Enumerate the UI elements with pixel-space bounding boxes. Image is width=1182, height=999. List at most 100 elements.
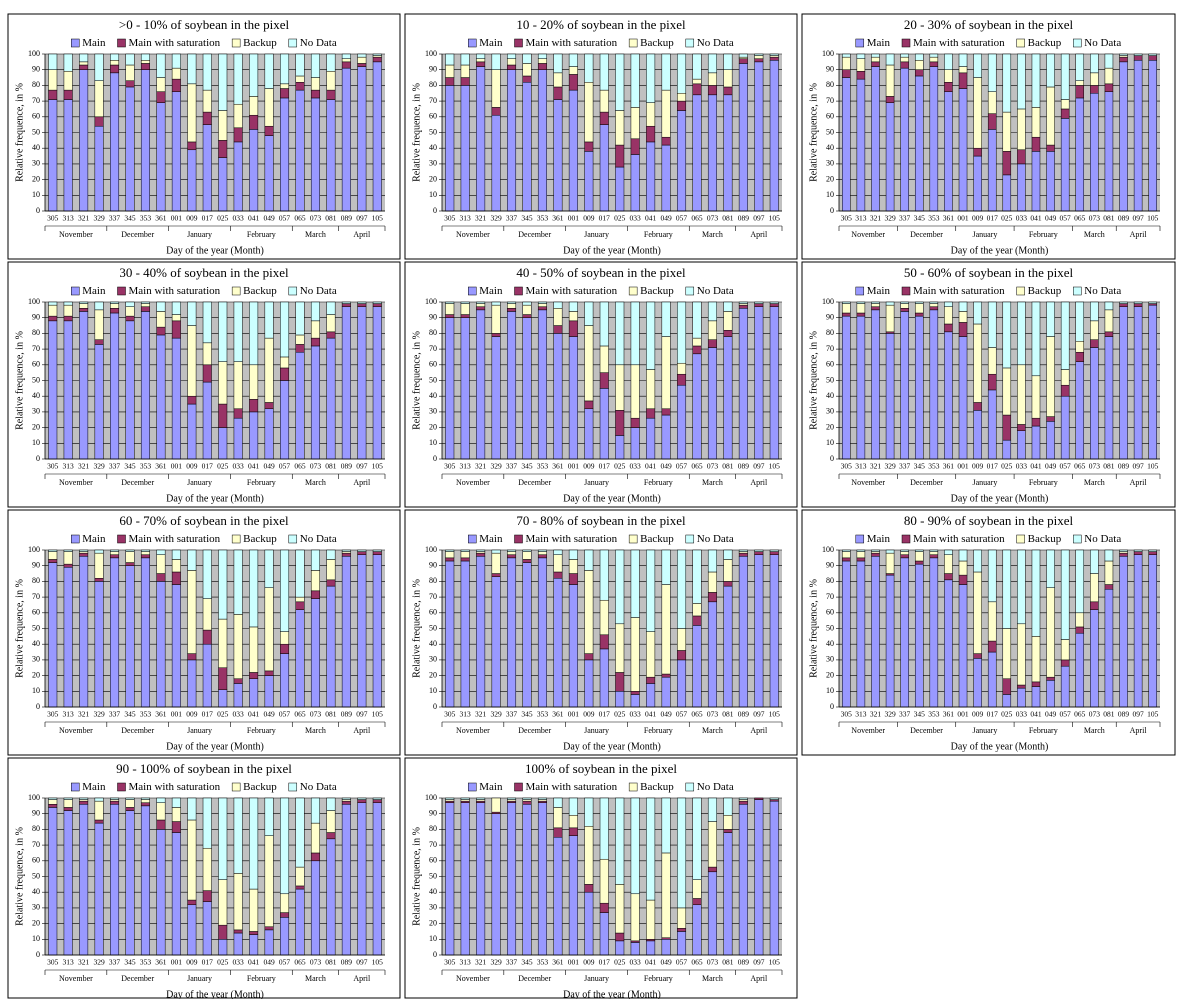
bar-segment — [944, 306, 953, 325]
bar-segment — [1075, 85, 1085, 99]
month-label: December — [518, 478, 551, 487]
bar-segment — [553, 837, 563, 956]
bar-segment — [94, 822, 104, 956]
x-tick-label: 057 — [1060, 462, 1072, 471]
bar-segment — [584, 549, 594, 571]
bar-segment — [94, 80, 104, 118]
bar-segment — [125, 306, 135, 317]
bar-segment — [944, 91, 953, 212]
legend-label: Main with saturation — [526, 285, 618, 297]
bar-segment — [507, 308, 517, 312]
bar-segment — [187, 797, 197, 821]
bar-segment — [372, 549, 382, 552]
legend-label: Main with saturation — [129, 533, 221, 545]
bar-segment — [929, 554, 939, 559]
bar-segment — [1046, 421, 1055, 460]
x-tick-label: 033 — [630, 710, 642, 719]
bar-segment — [326, 797, 336, 811]
bar-segment — [646, 141, 656, 212]
chart-title: 10 - 20% of soybean in the pixel — [516, 17, 686, 32]
x-axis-label: Day of the year (Month) — [166, 493, 264, 504]
bar-segment — [94, 125, 104, 212]
bar-segment — [233, 103, 243, 129]
x-tick-label: 033 — [1016, 462, 1028, 471]
bar-segment — [233, 929, 243, 934]
y-tick-label: 50 — [429, 871, 437, 880]
bar-segment — [310, 97, 320, 212]
bar-segment — [125, 799, 135, 808]
bar-segment — [1017, 430, 1026, 460]
bar-segment — [187, 570, 197, 654]
bar-segment — [677, 797, 687, 909]
legend-label: Main — [867, 285, 891, 297]
legend-swatch — [685, 38, 695, 48]
bar-segment — [110, 301, 120, 304]
bar-segment — [754, 549, 764, 552]
bar-segment — [445, 85, 455, 212]
x-tick-label: 313 — [63, 462, 75, 471]
month-label: December — [518, 974, 551, 983]
month-label: April — [1130, 478, 1148, 487]
y-tick-label: 90 — [429, 313, 437, 322]
x-tick-label: 313 — [460, 214, 472, 223]
y-tick-label: 100 — [425, 793, 437, 802]
bar-segment — [310, 822, 320, 854]
bar-segment — [692, 53, 702, 80]
bar-segment — [537, 551, 547, 555]
bar-segment — [944, 82, 953, 92]
x-tick-label: 329 — [93, 214, 105, 223]
x-tick-label: 329 — [93, 462, 105, 471]
bar-segment — [295, 82, 305, 91]
bar-segment — [769, 797, 779, 800]
x-tick-label: 001 — [957, 462, 969, 471]
x-tick-label: 345 — [521, 710, 533, 719]
bar-segment — [1119, 61, 1128, 212]
y-axis-label: Relative frequence, in % — [14, 579, 25, 678]
bar-segment — [187, 659, 197, 708]
bar-segment — [885, 333, 895, 460]
bar-segment — [341, 306, 351, 460]
x-tick-label: 001 — [957, 214, 969, 223]
x-tick-label: 097 — [356, 462, 368, 471]
bar-segment — [94, 819, 104, 824]
bar-segment — [929, 53, 939, 58]
x-tick-label: 361 — [552, 214, 564, 223]
month-label: November — [456, 974, 490, 983]
bar-segment — [973, 77, 982, 149]
bar-segment — [1046, 86, 1055, 146]
bar-segment — [48, 549, 58, 552]
bar-segment — [341, 303, 351, 307]
x-tick-label: 313 — [63, 710, 75, 719]
x-tick-label: 321 — [870, 710, 882, 719]
bar-segment — [842, 77, 851, 212]
bar-segment — [769, 303, 779, 307]
legend-swatch — [288, 286, 298, 296]
bar-segment — [1119, 549, 1128, 552]
bar-segment — [94, 581, 104, 708]
x-tick-label: 009 — [972, 214, 984, 223]
month-label: February — [644, 974, 673, 983]
bar-segment — [944, 69, 953, 83]
bar-segment — [1119, 56, 1128, 63]
bar-segment — [677, 53, 687, 94]
y-tick-label: 30 — [32, 159, 40, 168]
bar-segment — [140, 69, 150, 212]
bar-segment — [1090, 347, 1099, 460]
x-tick-label: 105 — [1147, 462, 1159, 471]
bar-segment — [553, 549, 563, 555]
bar-segment — [537, 303, 547, 307]
bar-segment — [885, 102, 895, 212]
bar-segment — [1104, 560, 1114, 585]
y-tick-label: 90 — [429, 809, 437, 818]
bar-segment — [900, 308, 909, 312]
x-tick-label: 313 — [855, 214, 867, 223]
bar-segment — [310, 320, 320, 339]
y-axis-label: Relative frequence, in % — [808, 331, 819, 430]
bar-segment — [341, 67, 351, 212]
x-tick-label: 041 — [1030, 214, 1042, 223]
bar-segment — [491, 797, 501, 813]
bar-segment — [445, 551, 455, 559]
bar-segment — [491, 107, 501, 116]
x-tick-label: 305 — [47, 958, 59, 967]
bar-segment — [460, 53, 470, 66]
